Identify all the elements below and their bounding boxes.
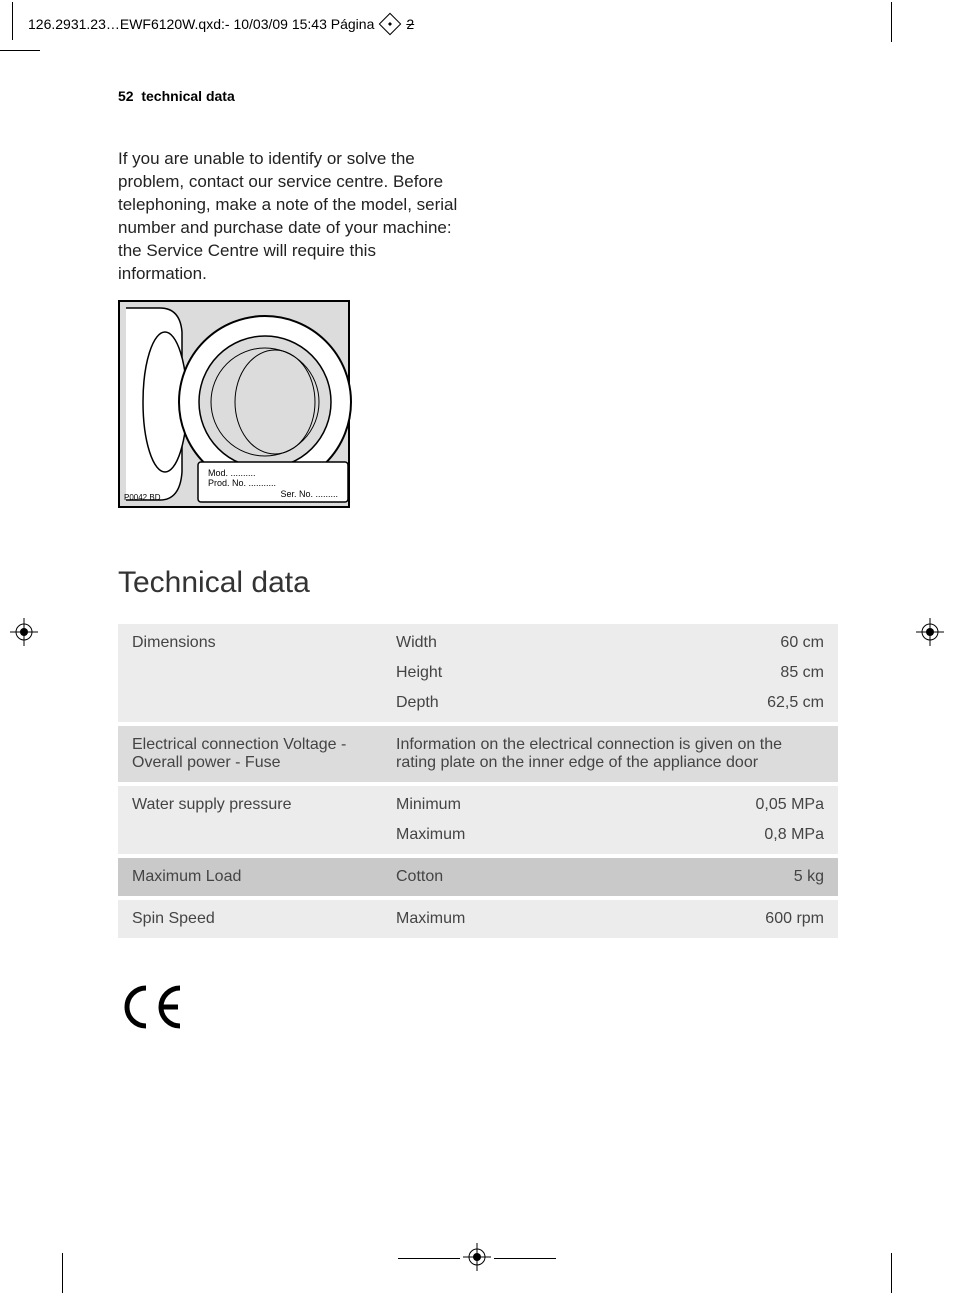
diagram-code: P0042 BD — [124, 493, 160, 502]
crop-mark — [891, 2, 892, 42]
technical-data-table: Dimensions Width60 cm Height85 cm Depth6… — [118, 624, 838, 938]
spec-value: 60 cm — [698, 624, 838, 658]
prepress-header: 126.2931.23…EWF6120W.qxd:- 10/03/09 15:4… — [28, 16, 414, 32]
row-label: Electrical connection Voltage - Overall … — [118, 726, 396, 782]
rating-plate-diagram: Mod. .......... Prod. No. ........... Se… — [118, 300, 350, 508]
registration-mark-icon — [463, 1243, 491, 1271]
running-head: 52 technical data — [118, 88, 838, 104]
table-row: Maximum Load Cotton5 kg — [118, 858, 838, 900]
spec-name: Width — [396, 624, 698, 658]
crop-mark — [891, 1253, 892, 1293]
registration-mark-icon — [916, 618, 944, 646]
spec-value: 85 cm — [698, 658, 838, 688]
section-heading: Technical data — [118, 566, 838, 600]
register-icon — [379, 13, 402, 36]
file-info-text: 126.2931.23…EWF6120W.qxd:- 10/03/09 15:4… — [28, 16, 374, 32]
row-label: Maximum Load — [118, 858, 396, 896]
crop-mark — [494, 1258, 556, 1259]
page-content: 52 technical data If you are unable to i… — [118, 88, 838, 1045]
spec-name: Cotton — [396, 858, 698, 896]
spec-value: 600 rpm — [698, 900, 838, 938]
crop-mark — [62, 1253, 63, 1293]
row-label: Spin Speed — [118, 900, 396, 938]
intro-paragraph: If you are unable to identify or solve t… — [118, 148, 458, 286]
spec-name: Height — [396, 658, 698, 688]
row-info: Information on the electrical connection… — [396, 726, 838, 782]
spec-value: 0,8 MPa — [698, 820, 838, 854]
table-row: Water supply pressure Minimum0,05 MPa Ma… — [118, 786, 838, 858]
spec-name: Minimum — [396, 786, 698, 820]
page-number: 52 — [118, 88, 134, 104]
table-row: Dimensions Width60 cm Height85 cm Depth6… — [118, 624, 838, 726]
spec-name: Maximum — [396, 820, 698, 854]
registration-mark-icon — [10, 618, 38, 646]
section-name: technical data — [141, 88, 234, 104]
crop-mark — [0, 50, 40, 51]
ser-label: Ser. No. ......... — [208, 489, 338, 500]
spec-value: 5 kg — [698, 858, 838, 896]
prod-label: Prod. No. ........... — [208, 478, 338, 489]
row-label: Water supply pressure — [118, 786, 396, 854]
table-row: Electrical connection Voltage - Overall … — [118, 726, 838, 786]
spec-name: Maximum — [396, 900, 698, 938]
ce-mark-icon — [118, 982, 838, 1045]
crop-mark — [12, 2, 13, 40]
spec-name: Depth — [396, 688, 698, 722]
table-row: Spin Speed Maximum600 rpm — [118, 900, 838, 938]
spec-value: 62,5 cm — [698, 688, 838, 722]
spec-value: 0,05 MPa — [698, 786, 838, 820]
row-label: Dimensions — [118, 624, 396, 722]
crop-mark — [398, 1258, 460, 1259]
diagram-labels: Mod. .......... Prod. No. ........... Se… — [208, 468, 338, 500]
page-suffix: 2 — [406, 16, 414, 32]
mod-label: Mod. .......... — [208, 468, 338, 479]
